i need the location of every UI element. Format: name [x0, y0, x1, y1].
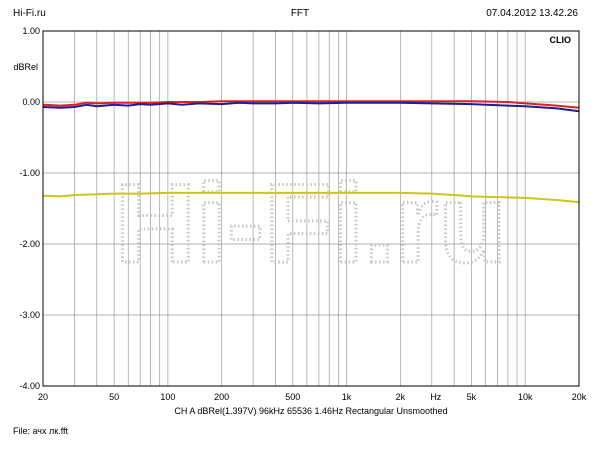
timestamp: 07.04.2012 13.42.26 — [486, 8, 578, 19]
file-name: File: ачх лк.fft — [13, 426, 69, 436]
series-line-1 — [42, 100, 580, 109]
watermark-text: Hi-Fi.ru — [115, 161, 507, 286]
plot-frame — [42, 30, 580, 387]
x-tick-label: 20 — [38, 392, 48, 402]
y-tick-label: -3.00 — [19, 310, 40, 320]
x-tick-label: 20k — [572, 392, 587, 402]
y-tick-label: 1.00 — [22, 26, 40, 36]
series-line-2 — [42, 101, 580, 113]
y-tick-label: -4.00 — [19, 381, 40, 391]
y-tick-label: -2.00 — [19, 239, 40, 249]
brand-label: CLIO — [550, 35, 572, 45]
x-tick-label: 100 — [160, 392, 175, 402]
settings-line: CH A dBRel(1.397V) 96kHz 65536 1.46Hz Re… — [174, 406, 447, 416]
site-label: Hi-Fi.ru — [13, 8, 46, 19]
series-line-3 — [42, 191, 580, 204]
x-tick-label: 2k — [396, 392, 406, 402]
x-tick-label: 10k — [518, 392, 533, 402]
measurement-title: FFT — [290, 8, 310, 19]
y-axis-label: dBRel — [13, 62, 38, 72]
x-tick-label: 5k — [467, 392, 477, 402]
x-tick-label: 200 — [214, 392, 229, 402]
x-unit-label: Hz — [430, 392, 441, 402]
x-tick-label: 50 — [109, 392, 119, 402]
y-tick-label: 0.00 — [22, 97, 40, 107]
y-tick-label: -1.00 — [19, 168, 40, 178]
x-tick-label: 1k — [342, 392, 352, 402]
x-tick-label: 500 — [285, 392, 300, 402]
